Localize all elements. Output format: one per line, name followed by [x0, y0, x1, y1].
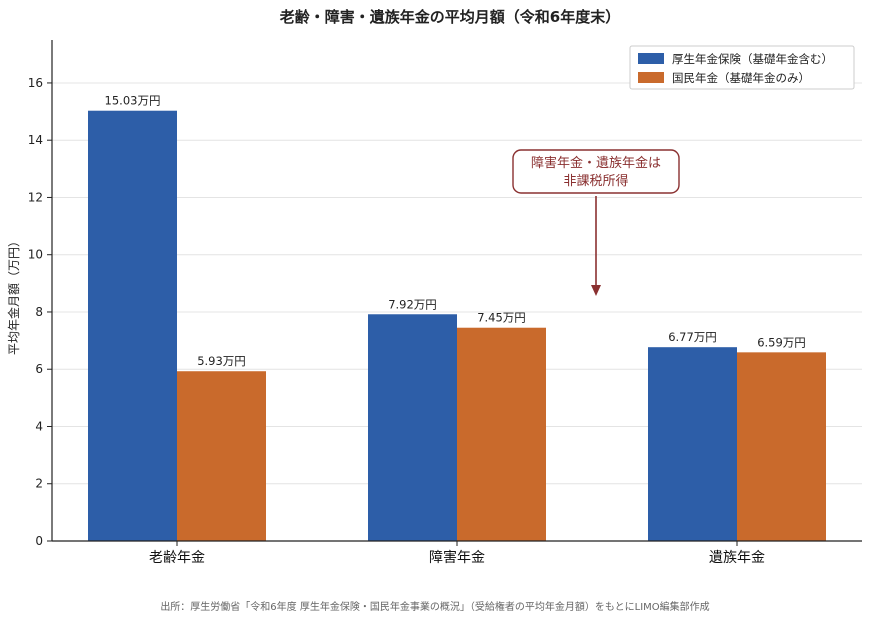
- x-tick-label: 障害年金: [429, 550, 485, 566]
- bars: [88, 110, 826, 541]
- annotation: 障害年金・遺族年金は 非課税所得: [512, 149, 680, 296]
- y-tick-label: 2: [35, 477, 43, 491]
- y-tick-label: 10: [28, 248, 43, 262]
- y-tick-label: 8: [35, 305, 43, 319]
- legend-swatch-1: [638, 72, 664, 83]
- data-label-0-2: 6.77万円: [668, 330, 717, 344]
- y-tick-label: 16: [28, 76, 43, 90]
- bar-0-1: [368, 314, 457, 541]
- bar-1-2: [737, 352, 826, 541]
- y-tick-label: 4: [35, 419, 43, 433]
- bar-1-0: [177, 371, 266, 541]
- source-note: 出所：厚生労働省「令和6年度 厚生年金保険・国民年金事業の概況」（受給権者の平均…: [160, 600, 709, 613]
- data-label-1-0: 5.93万円: [197, 354, 246, 368]
- bar-1-1: [457, 327, 546, 541]
- bar-0-0: [88, 110, 177, 541]
- data-labels: 15.03万円 5.93万円 7.92万円 7.45万円 6.77万円 6.59万円: [105, 94, 806, 369]
- bar-0-2: [648, 347, 737, 541]
- x-tick-label: 老齢年金: [149, 550, 205, 566]
- y-tick-label: 6: [35, 362, 43, 376]
- annotation-line-1: 障害年金・遺族年金は: [531, 155, 661, 171]
- legend-swatch-0: [638, 53, 664, 64]
- annotation-line-2: 非課税所得: [563, 173, 628, 189]
- legend-box: [629, 45, 855, 90]
- legend-label-1: 国民年金（基礎年金のみ）: [672, 71, 810, 85]
- y-tick-label: 12: [28, 190, 43, 204]
- legend: 厚生年金保険（基礎年金含む） 国民年金（基礎年金のみ）: [629, 45, 855, 90]
- data-label-0-0: 15.03万円: [105, 94, 161, 108]
- y-axis-label: 平均年金月額（万円）: [6, 235, 21, 355]
- annotation-arrow-head: [591, 285, 601, 296]
- x-tick-label: 遺族年金: [709, 550, 765, 566]
- annotation-box: [512, 149, 680, 194]
- data-label-0-1: 7.92万円: [388, 297, 437, 311]
- data-label-1-2: 6.59万円: [757, 335, 806, 349]
- x-ticks: 老齢年金 障害年金 遺族年金: [149, 541, 765, 566]
- y-tick-label: 14: [28, 133, 43, 147]
- data-label-1-1: 7.45万円: [477, 311, 526, 325]
- chart-title: 老齢・障害・遺族年金の平均月額（令和6年度末）: [279, 8, 620, 26]
- y-ticks: 0 2 4 6 8 10 12 14 16: [28, 76, 52, 548]
- y-tick-label: 0: [35, 534, 43, 548]
- legend-label-0: 厚生年金保険（基礎年金含む）: [672, 52, 833, 66]
